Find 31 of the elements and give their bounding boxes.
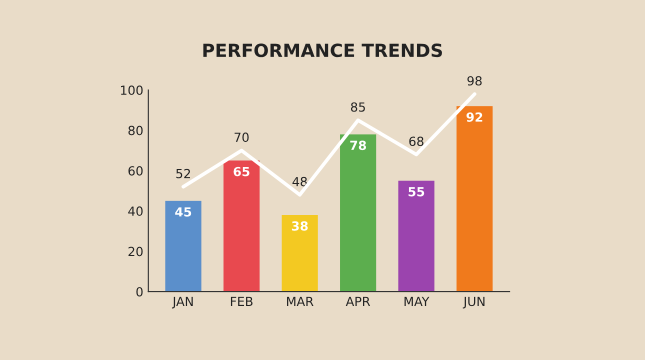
data-label: 48 [292, 176, 307, 186]
x-tick-label: MAR [287, 296, 314, 306]
bar [398, 180, 434, 292]
data-label: 92 [466, 112, 482, 122]
data-label: 55 [408, 187, 424, 196]
bar [224, 160, 260, 292]
data-label: 70 [234, 132, 249, 142]
data-label: 85 [350, 102, 365, 112]
x-tick-label: APR [346, 296, 370, 306]
y-tick-label: 60 [128, 166, 143, 176]
x-tick-label: MAY [404, 296, 430, 306]
bar [340, 134, 376, 292]
y-tick-label: 100 [121, 85, 143, 95]
y-tick-label: 0 [136, 287, 143, 297]
data-label: 98 [467, 76, 482, 86]
x-tick-label: JAN [172, 296, 193, 308]
data-label: 52 [176, 168, 190, 178]
bar [282, 214, 318, 292]
x-tick-label: JUN [462, 296, 484, 308]
chart-title: PERFORMANCE TRENDS [203, 44, 442, 58]
y-tick-label: 20 [128, 246, 143, 256]
y-tick-label: 40 [128, 206, 143, 216]
x-tick-label: FEB [230, 296, 253, 306]
data-label: 78 [350, 140, 366, 150]
bar [165, 200, 202, 292]
data-label: 65 [234, 166, 250, 176]
data-label: 45 [175, 207, 192, 217]
data-label: 68 [409, 136, 424, 146]
y-tick-label: 80 [128, 126, 143, 136]
bar [456, 106, 493, 292]
data-label: 38 [292, 221, 308, 231]
